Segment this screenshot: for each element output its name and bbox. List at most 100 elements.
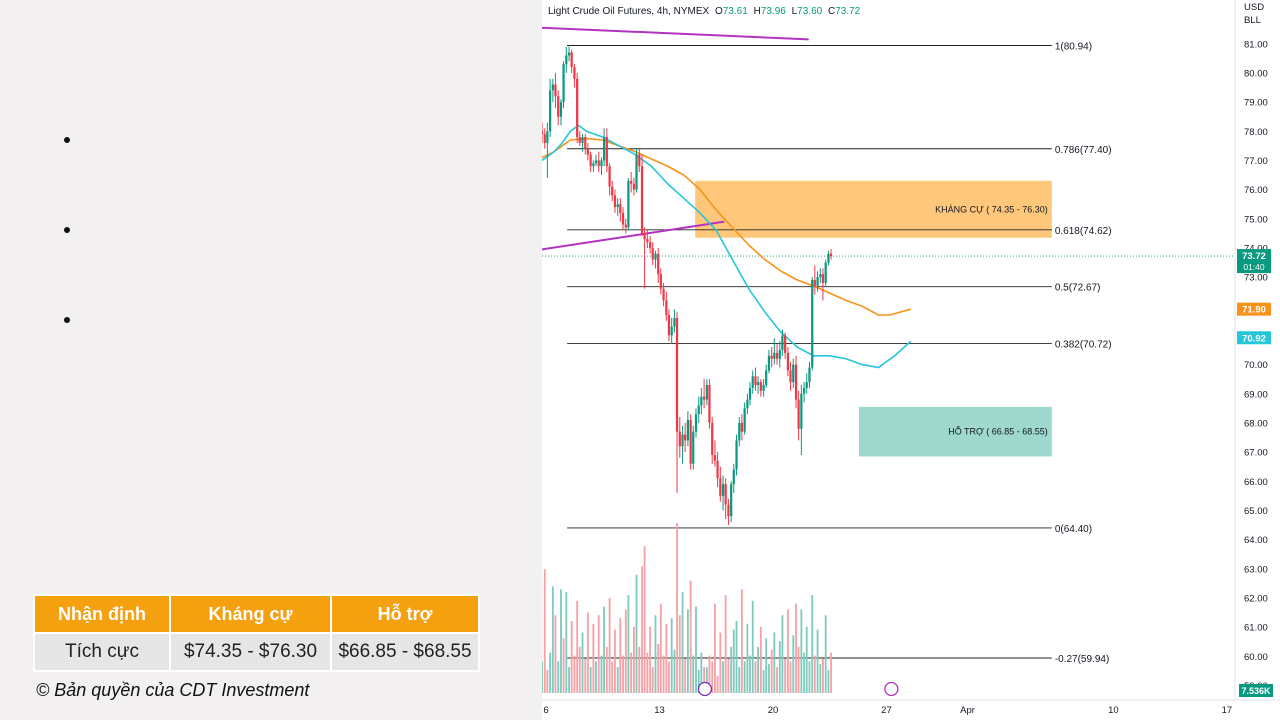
candle-body xyxy=(605,137,608,167)
volume-bar xyxy=(592,623,595,693)
volume-bar xyxy=(657,644,660,693)
volume-bar xyxy=(646,652,649,693)
volume-bar xyxy=(614,629,616,693)
candle-body xyxy=(665,300,668,315)
candle-body xyxy=(646,239,649,243)
price-label-box xyxy=(1237,302,1271,316)
bullet-point xyxy=(64,227,72,235)
volume-bar xyxy=(557,661,560,693)
bullet-point xyxy=(64,317,72,325)
candle-body xyxy=(702,396,706,400)
volume-bar xyxy=(813,655,816,693)
candle-body xyxy=(724,484,727,505)
candle-body xyxy=(567,52,571,56)
price-axis-background xyxy=(1235,0,1280,720)
volume-bar xyxy=(684,658,687,693)
cell-assessment: Tích cực xyxy=(33,632,171,672)
candle-body xyxy=(756,382,760,385)
y-tick-label: 80.00 xyxy=(1244,68,1268,79)
volume-bar xyxy=(781,615,784,693)
summary-data-row: Tích cực $74.35 - $76.30 $66.85 - $68.55 xyxy=(33,632,480,672)
volume-bar xyxy=(665,623,668,693)
candle-body xyxy=(611,186,614,196)
volume-bar xyxy=(797,646,800,693)
x-tick-label: 17 xyxy=(1222,705,1233,716)
candle-body xyxy=(694,414,698,432)
volume-bar xyxy=(822,658,824,693)
candle-body xyxy=(573,67,576,79)
volume-bar xyxy=(654,615,657,693)
candle-body xyxy=(754,376,757,385)
candle-body xyxy=(827,253,830,263)
candle-body xyxy=(819,274,822,278)
summary-table: Nhận định Kháng cự Hỗ trợ Tích cực $74.3… xyxy=(33,594,480,672)
volume-bar xyxy=(746,623,749,693)
candle-body xyxy=(811,280,814,368)
header-assessment: Nhận định xyxy=(33,594,171,634)
y-tick-label: 68.00 xyxy=(1244,418,1268,429)
volume-bar xyxy=(616,667,619,693)
candle-body xyxy=(589,154,592,167)
candle-body xyxy=(562,64,565,103)
volume-bar xyxy=(803,652,806,693)
volume-bar xyxy=(605,646,608,693)
candle-body xyxy=(700,396,703,406)
candle-body xyxy=(559,102,563,117)
volume-bar xyxy=(827,669,830,693)
volume-bar xyxy=(784,658,787,693)
volume-bar xyxy=(714,603,716,693)
volume-bar xyxy=(562,638,565,693)
chart-background xyxy=(542,0,1280,720)
close-label: C xyxy=(827,6,836,17)
x-tick-label: Apr xyxy=(960,705,975,716)
candle-body xyxy=(681,434,684,447)
candle-body xyxy=(638,154,641,167)
candle-body xyxy=(551,84,554,91)
volume-bar xyxy=(819,664,822,693)
x-tick-label: 6 xyxy=(543,705,548,716)
x-tick-label: 20 xyxy=(768,705,779,716)
fib-level-label: 0.382(70.72) xyxy=(1055,340,1112,351)
candle-body xyxy=(808,367,811,383)
candle-body xyxy=(621,212,625,225)
candle-body xyxy=(675,317,679,432)
close-value: 73.72 xyxy=(835,6,861,17)
price-label-text: 71.90 xyxy=(1242,305,1266,316)
volume-bar xyxy=(576,600,579,693)
candle-body xyxy=(821,274,825,283)
volume-bar xyxy=(773,632,776,693)
candle-body xyxy=(667,315,671,336)
price-chart[interactable]: KHÁNG CỰ ( 74.35 - 76.30) HỖ TRỢ ( 66.85 … xyxy=(542,0,1280,720)
candle-body xyxy=(662,288,665,301)
candle-body xyxy=(651,247,654,260)
volume-bar xyxy=(695,606,697,693)
volume-label-text: 7.536K xyxy=(1241,686,1271,696)
volume-label-box xyxy=(1239,684,1273,697)
candle-body xyxy=(616,204,619,208)
chart-panel[interactable]: KHÁNG CỰ ( 74.35 - 76.30) HỖ TRỢ ( 66.85 … xyxy=(542,0,1280,720)
volume-bar xyxy=(738,667,741,693)
candle-body xyxy=(775,352,779,359)
volume-bar xyxy=(649,626,652,693)
candle-body xyxy=(619,204,622,213)
candle-body xyxy=(748,387,752,400)
candle-body xyxy=(632,183,636,190)
volume-bar xyxy=(732,629,735,693)
volume-bar xyxy=(542,661,543,693)
fib-level-label: 0(64.40) xyxy=(1055,524,1092,535)
volume-bar xyxy=(600,655,603,693)
volume-bar xyxy=(705,667,708,693)
volume-bar xyxy=(716,675,719,693)
y-tick-label: 78.00 xyxy=(1244,127,1268,138)
candle-body xyxy=(643,233,646,240)
volume-bar xyxy=(565,592,568,693)
candle-body xyxy=(635,154,638,190)
x-tick-label: 10 xyxy=(1108,705,1119,716)
volume-bar xyxy=(795,603,797,693)
candle-body xyxy=(608,166,611,187)
candle-body xyxy=(659,274,662,289)
price-label-box xyxy=(1237,331,1271,345)
candle-body xyxy=(576,78,579,138)
volume-bar xyxy=(789,661,792,693)
volume-bar xyxy=(800,609,803,693)
